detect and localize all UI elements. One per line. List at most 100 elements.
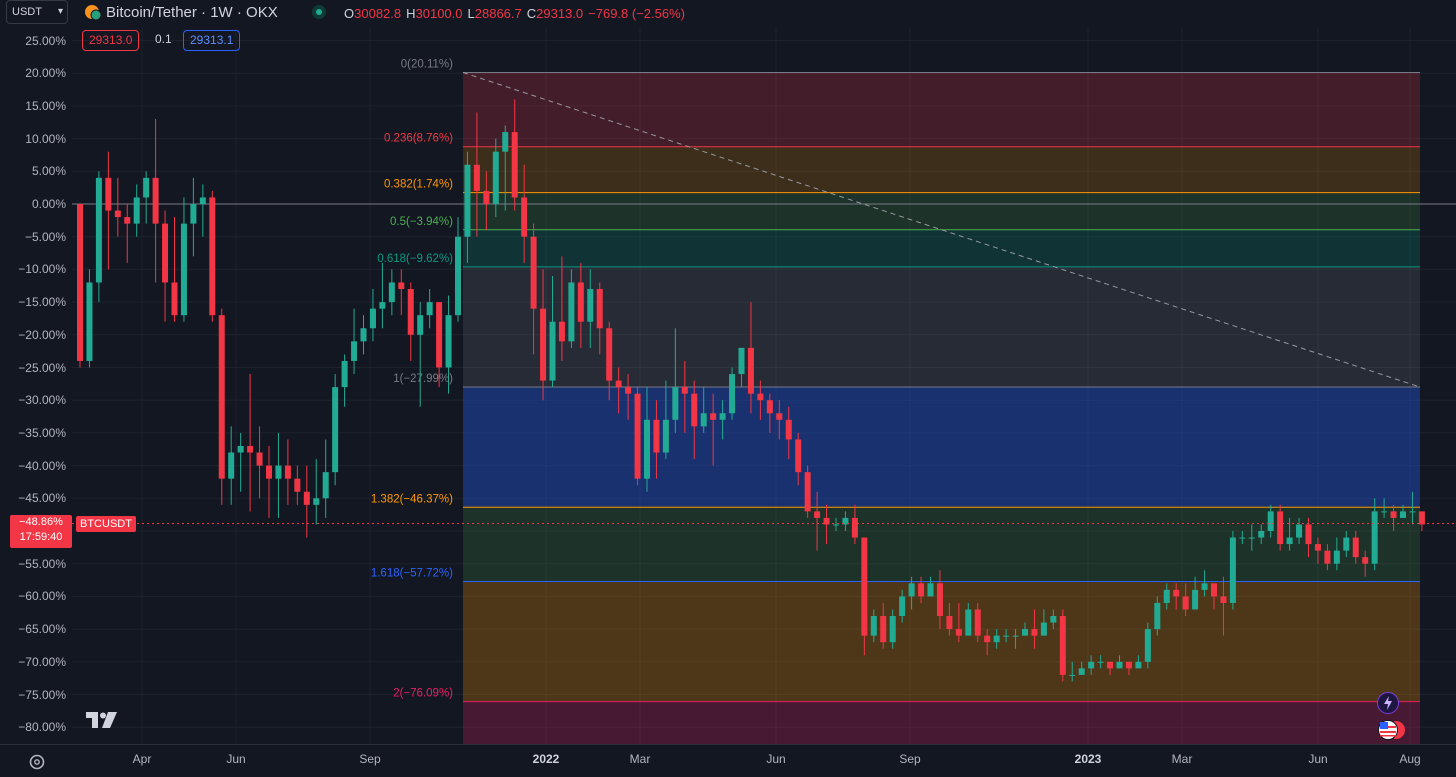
candle: [889, 609, 896, 649]
candle-body: [502, 132, 509, 152]
candle: [303, 465, 310, 538]
buy-button[interactable]: 29313.1: [183, 30, 241, 51]
candle-body: [417, 315, 424, 335]
candle: [1371, 498, 1378, 571]
gear-icon[interactable]: [28, 753, 46, 771]
candle: [1107, 661, 1114, 675]
candle-body: [303, 491, 310, 505]
candle: [1229, 531, 1236, 610]
candle: [1003, 629, 1010, 643]
fib-band: [463, 701, 1420, 744]
price-axis-label: −25.00%: [18, 360, 66, 375]
candle: [1078, 661, 1085, 675]
candle: [927, 576, 934, 597]
chevron-down-icon: ▾: [57, 6, 63, 17]
fib-level-label: 0.382(1.74%): [384, 179, 453, 191]
candle: [776, 400, 783, 440]
candle-body: [1050, 616, 1057, 623]
candle-body: [833, 524, 839, 526]
candle: [341, 354, 348, 407]
candle: [615, 367, 622, 414]
bar-countdown: 17:59:40: [19, 531, 63, 543]
candle-body: [180, 223, 187, 316]
candle-body: [747, 347, 754, 394]
candle: [379, 262, 386, 329]
candle-body: [804, 472, 811, 512]
candle-body: [644, 419, 650, 479]
candle-body: [1201, 583, 1208, 590]
price-axis-label: 20.00%: [25, 66, 66, 81]
price-axis[interactable]: 25.00% 20.00% 15.00% 10.00% 5.00% 0.00% −5.00%…: [0, 28, 72, 743]
fib-trend-line[interactable]: [462, 72, 1421, 388]
candle: [152, 118, 159, 283]
candle-body: [662, 419, 669, 453]
candle-body: [426, 302, 433, 316]
symbol-tag: BTCUSDT: [76, 516, 136, 532]
candle-body: [1229, 537, 1236, 603]
candle-body: [776, 413, 783, 420]
candle: [993, 629, 1000, 649]
candle: [1277, 504, 1284, 551]
candle-body: [218, 315, 225, 479]
candle-body: [152, 177, 159, 224]
candle: [984, 629, 991, 656]
chart-area[interactable]: 0(20.11%) 0.236(8.76%) 0.382(1.74%) 0.5(−3.…: [0, 0, 1456, 744]
candle-body: [587, 289, 594, 322]
candle-body: [766, 400, 773, 414]
candle: [1286, 517, 1293, 551]
candle: [1333, 537, 1340, 571]
price-axis-label: −20.00%: [18, 327, 66, 342]
candle: [266, 445, 272, 518]
us-flag-icon[interactable]: [1377, 719, 1407, 741]
candle: [228, 426, 235, 505]
fib-level-label: 0(20.11%): [401, 58, 453, 70]
candle: [681, 360, 688, 433]
candle: [795, 432, 802, 486]
time-axis[interactable]: Apr Jun Sep 2022 Mar Jun Sep 2023 Mar Jun Aug: [0, 744, 1456, 777]
candle: [86, 269, 93, 368]
candle: [1267, 504, 1274, 538]
candle: [1390, 504, 1397, 531]
symbol-title[interactable]: Bitcoin/Tether · 1W · OKX: [106, 4, 278, 21]
candle-body: [870, 616, 877, 636]
candle: [1314, 537, 1321, 564]
candle-body: [445, 315, 452, 368]
candle-body: [1390, 511, 1397, 518]
candle-body: [1352, 537, 1359, 558]
candle-body: [284, 465, 291, 479]
candle: [1022, 622, 1028, 636]
candle-body: [974, 609, 981, 636]
candle-body: [596, 289, 603, 329]
candle-body: [785, 419, 792, 440]
candle: [606, 321, 613, 401]
candle: [577, 262, 584, 348]
sell-button[interactable]: 29313.0: [82, 30, 140, 51]
candle-body: [1163, 589, 1170, 603]
candle-body: [634, 393, 641, 479]
candle: [199, 184, 206, 237]
ohlc-l: L28866.7: [467, 6, 522, 21]
candle-body: [984, 635, 991, 643]
candle: [691, 380, 698, 460]
price-axis-label: 15.00%: [25, 98, 66, 113]
tradingview-logo[interactable]: [86, 712, 120, 730]
lightning-icon[interactable]: [1377, 692, 1399, 714]
candle: [596, 282, 603, 355]
market-status-icon[interactable]: [312, 5, 326, 19]
candle-body: [880, 616, 887, 643]
candle-body: [861, 537, 868, 636]
candle-body: [1097, 661, 1104, 663]
currency-select[interactable]: USDT ▾: [6, 0, 68, 24]
fibonacci-retracement[interactable]: 0(20.11%) 0.236(8.76%) 0.382(1.74%) 0.5(−3.…: [371, 58, 1420, 744]
candle-body: [1031, 629, 1038, 636]
candle-body: [1333, 550, 1340, 564]
price-axis-label: −75.00%: [18, 687, 66, 702]
candle-body: [1040, 622, 1047, 636]
candle-body: [558, 321, 565, 342]
candle: [1362, 550, 1369, 577]
price-axis-label: −5.00%: [24, 229, 66, 244]
candle: [1154, 596, 1161, 636]
fib-level-label: 0.236(8.76%): [384, 133, 453, 145]
candle-body: [1012, 635, 1019, 637]
candle: [473, 112, 480, 237]
